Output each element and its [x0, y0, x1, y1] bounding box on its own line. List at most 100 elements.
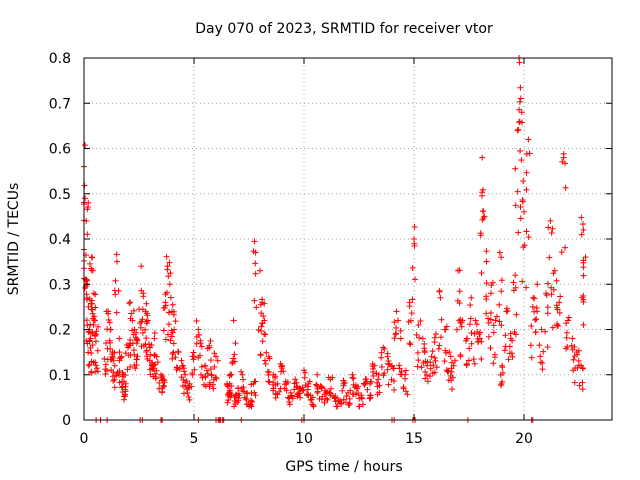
- data-point: [193, 317, 200, 324]
- data-point: [523, 186, 530, 193]
- data-point: [466, 321, 473, 328]
- y-tick-label: 0.8: [49, 51, 71, 67]
- data-point: [358, 392, 365, 399]
- data-point: [385, 360, 392, 367]
- data-point: [378, 363, 385, 370]
- data-point: [530, 294, 537, 301]
- data-point: [288, 392, 295, 399]
- data-point: [373, 370, 380, 377]
- data-point: [350, 375, 357, 382]
- data-point: [491, 351, 498, 358]
- data-point: [570, 356, 577, 363]
- x-tick-label: 0: [80, 431, 89, 447]
- data-point: [337, 397, 344, 404]
- data-point: [422, 368, 429, 375]
- data-point: [185, 384, 192, 391]
- data-point: [84, 296, 91, 303]
- data-point: [134, 337, 141, 344]
- data-point: [206, 342, 213, 349]
- data-point: [127, 363, 134, 370]
- data-point: [83, 317, 90, 324]
- data-point: [246, 403, 253, 410]
- data-point: [438, 316, 445, 323]
- data-point: [225, 397, 232, 404]
- data-point: [523, 169, 530, 176]
- data-point: [463, 362, 470, 369]
- data-point: [230, 317, 237, 324]
- data-point: [293, 379, 300, 386]
- data-point: [88, 267, 95, 274]
- data-point: [457, 319, 464, 326]
- y-tick-label: 0.7: [49, 96, 71, 112]
- data-point: [323, 388, 330, 395]
- data-point: [324, 396, 331, 403]
- data-point: [416, 334, 423, 341]
- data-point: [89, 310, 96, 317]
- data-point: [133, 356, 140, 363]
- data-point: [116, 367, 123, 374]
- data-point: [143, 348, 150, 355]
- data-point: [544, 280, 551, 287]
- data-point: [178, 357, 185, 364]
- data-point: [523, 284, 530, 291]
- data-point: [272, 373, 279, 380]
- data-point: [193, 340, 200, 347]
- data-point: [84, 231, 91, 238]
- data-points: [81, 55, 589, 410]
- data-point: [479, 154, 486, 161]
- data-point: [92, 362, 99, 369]
- data-point: [144, 317, 151, 324]
- data-point: [475, 338, 482, 345]
- data-point: [384, 350, 391, 357]
- data-point: [422, 358, 429, 365]
- data-point: [421, 340, 428, 347]
- data-point: [151, 330, 158, 337]
- data-point: [170, 340, 177, 347]
- data-point: [547, 217, 554, 224]
- data-point: [542, 328, 549, 335]
- data-point: [207, 366, 214, 373]
- data-point: [204, 370, 211, 377]
- data-point: [176, 366, 183, 373]
- data-point: [468, 340, 475, 347]
- data-point: [231, 398, 238, 405]
- data-point: [370, 365, 377, 372]
- data-point: [227, 371, 234, 378]
- data-point: [462, 337, 469, 344]
- data-point: [456, 267, 463, 274]
- data-point: [120, 396, 127, 403]
- data-point: [548, 291, 555, 298]
- data-point: [261, 330, 268, 337]
- data-point: [173, 364, 180, 371]
- data-point: [171, 326, 178, 333]
- data-point: [136, 320, 143, 327]
- data-point: [490, 329, 497, 336]
- data-point: [252, 270, 259, 277]
- data-point: [154, 359, 161, 366]
- data-point: [259, 320, 266, 327]
- data-point: [93, 365, 100, 372]
- data-point: [240, 376, 247, 383]
- data-point: [528, 323, 535, 330]
- data-point: [251, 238, 258, 245]
- data-point: [419, 335, 426, 342]
- data-point: [251, 297, 258, 304]
- data-point: [285, 394, 292, 401]
- x-tick-label: 5: [190, 431, 199, 447]
- data-point: [526, 150, 533, 157]
- data-point: [395, 317, 402, 324]
- data-point: [514, 188, 521, 195]
- data-point: [263, 349, 270, 356]
- x-tick-label: 20: [515, 431, 533, 447]
- data-point: [228, 383, 235, 390]
- data-point: [408, 310, 415, 317]
- data-point: [143, 300, 150, 307]
- data-point: [546, 254, 553, 261]
- data-point: [457, 351, 464, 358]
- data-point: [569, 335, 576, 342]
- data-point: [360, 380, 367, 387]
- data-point: [304, 383, 311, 390]
- data-point: [151, 352, 158, 359]
- data-point: [396, 365, 403, 372]
